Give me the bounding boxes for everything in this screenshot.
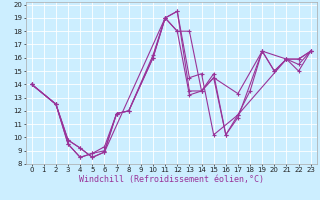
X-axis label: Windchill (Refroidissement éolien,°C): Windchill (Refroidissement éolien,°C)	[79, 175, 264, 184]
